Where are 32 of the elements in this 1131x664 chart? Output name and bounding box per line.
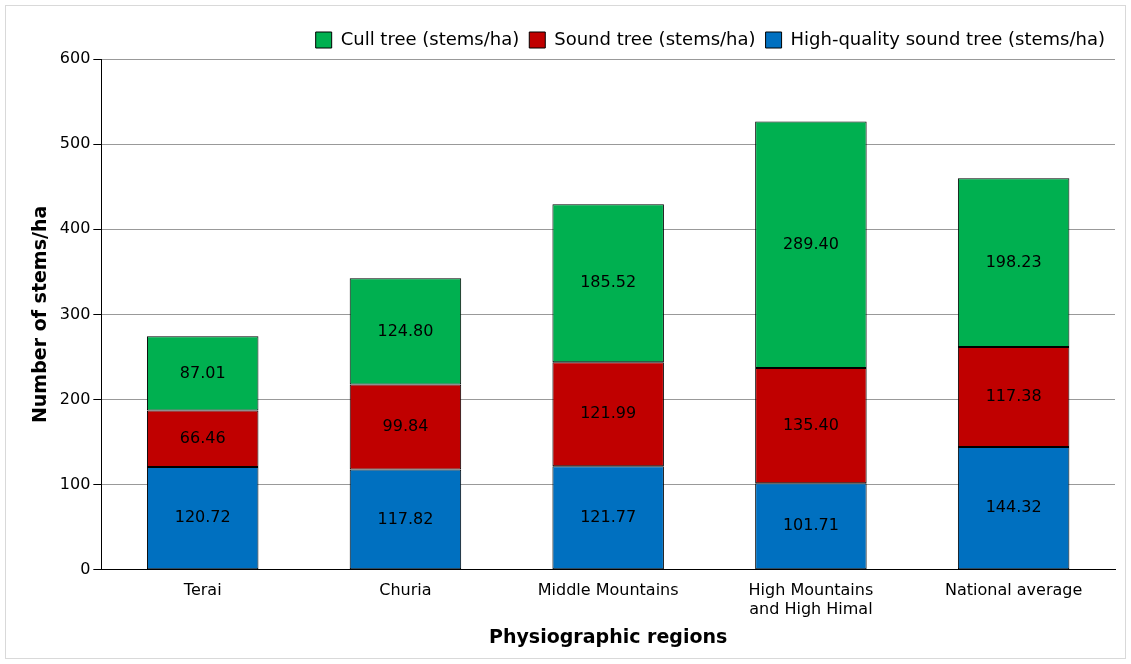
text: 144.32 (985, 497, 1042, 517)
text: 66.46 (179, 427, 226, 447)
x-tick-label: Churia (379, 579, 432, 599)
text: 117.82 (377, 508, 434, 528)
x-tick-label: National average (945, 579, 1083, 599)
y-axis-title: Number of stems/ha (28, 205, 51, 424)
text: 120.72 (174, 507, 231, 527)
text: 121.77 (580, 506, 637, 526)
y-tick-label: 600 (59, 48, 91, 68)
text: 101.71 (782, 515, 839, 535)
x-tick-label: High Mountains and High Himal (748, 579, 874, 618)
text: 135.40 (782, 414, 839, 434)
text: 124.80 (377, 320, 434, 340)
text: 289.40 (782, 233, 839, 253)
y-tick-label: 100 (59, 473, 91, 493)
legend-label: Cull tree (stems/ha) (340, 27, 520, 49)
text: 99.84 (382, 416, 429, 436)
legend-label: High-quality sound tree (stems/ha) (790, 27, 1105, 49)
legend-label: Sound tree (stems/ha) (554, 27, 756, 49)
y-tick-label: 200 (59, 388, 91, 408)
text: 87.01 (179, 362, 226, 382)
text: 121.99 (580, 403, 637, 423)
text: 198.23 (985, 251, 1042, 271)
text: 117.38 (985, 386, 1042, 406)
y-tick-label: 500 (59, 133, 91, 153)
x-tick-label: Terai (182, 579, 222, 599)
y-tick-label: 0 (80, 558, 91, 578)
x-tick-label: Middle Mountains (537, 579, 679, 599)
y-tick-label: 400 (59, 218, 91, 238)
text: 185.52 (580, 272, 637, 292)
x-axis-title: Physiographic regions (489, 624, 728, 647)
y-tick-label: 300 (59, 303, 91, 323)
